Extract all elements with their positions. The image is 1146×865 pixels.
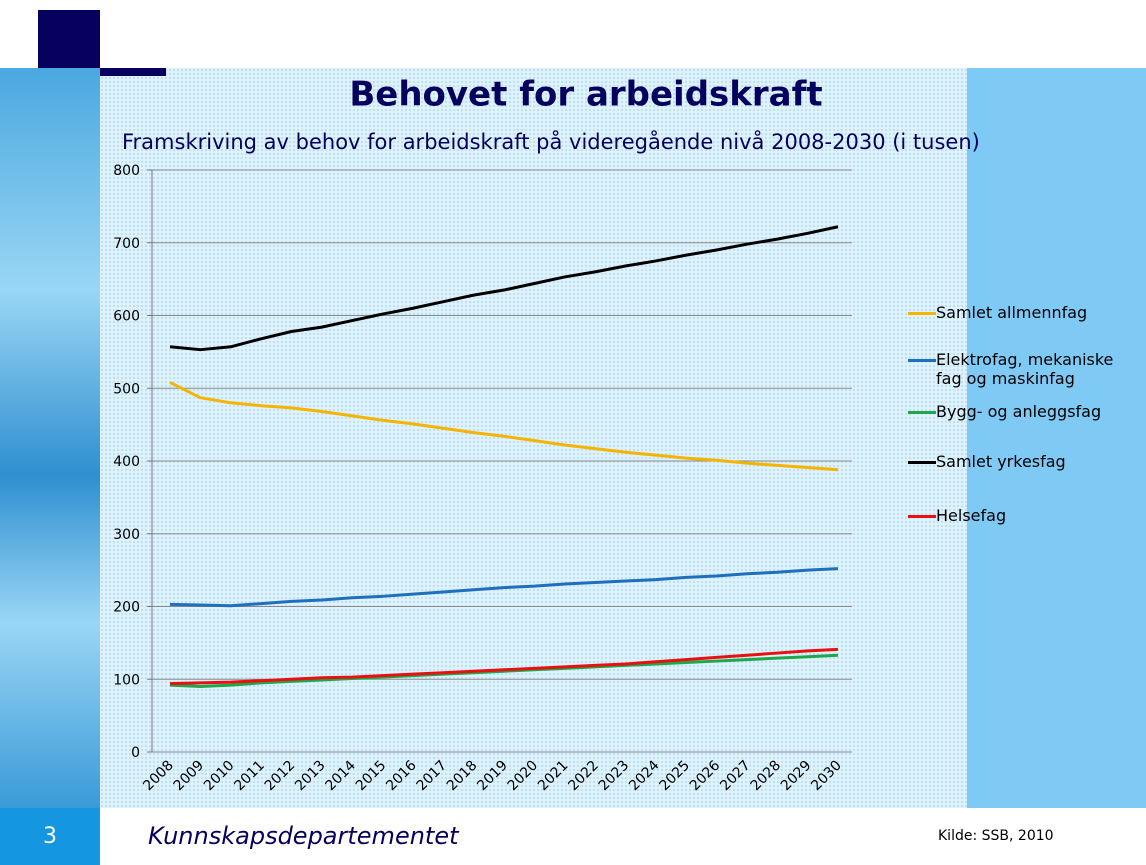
x-tick-label: 2029 <box>778 758 815 795</box>
x-tick-label: 2023 <box>596 758 633 795</box>
legend-label: Samlet yrkesfag <box>936 452 1066 471</box>
x-tick-label: 2019 <box>474 758 511 795</box>
x-tick-label: 2021 <box>535 758 572 795</box>
x-tick-label: 2015 <box>353 758 390 795</box>
legend-swatch <box>908 411 936 414</box>
x-tick-label: 2011 <box>231 758 268 795</box>
x-tick-label: 2027 <box>717 758 754 795</box>
legend-label: Bygg- og anleggsfag <box>936 402 1101 421</box>
legend-entry: Bygg- og anleggsfag <box>908 402 1143 421</box>
legend-swatch <box>908 359 936 362</box>
x-tick-label: 2008 <box>140 758 177 795</box>
x-tick-label: 2024 <box>626 757 663 794</box>
y-tick-label: 500 <box>113 381 140 397</box>
legend-entry: Helsefag <box>908 506 1143 525</box>
chart: Behovet for arbeidskraft Framskriving av… <box>0 0 1146 865</box>
legend-swatch <box>908 461 936 464</box>
series-line <box>170 649 838 683</box>
series-line <box>170 382 838 469</box>
y-tick-label: 800 <box>113 163 140 179</box>
legend-entry: Samlet yrkesfag <box>908 452 1143 471</box>
y-tick-label: 0 <box>131 745 140 761</box>
x-tick-label: 2020 <box>505 758 542 795</box>
series-line <box>170 227 838 350</box>
legend-swatch <box>908 515 936 518</box>
x-tick-label: 2009 <box>171 758 208 795</box>
x-tick-label: 2017 <box>414 758 451 795</box>
legend-entry: Elektrofag, mekaniske fag og maskinfag <box>908 350 1143 388</box>
series-line <box>170 569 838 606</box>
x-tick-label: 2025 <box>656 758 693 795</box>
x-tick-label: 2016 <box>383 757 420 794</box>
x-tick-label: 2014 <box>322 757 359 794</box>
x-tick-label: 2010 <box>201 758 238 795</box>
y-tick-label: 100 <box>113 672 140 688</box>
y-tick-label: 700 <box>113 236 140 252</box>
x-tick-label: 2030 <box>808 758 845 795</box>
x-tick-label: 2028 <box>748 758 785 795</box>
y-tick-label: 300 <box>113 527 140 543</box>
legend-entry: Samlet allmennfag <box>908 303 1143 322</box>
x-tick-label: 2026 <box>687 757 724 794</box>
legend-label: Elektrofag, mekaniske fag og maskinfag <box>936 350 1143 388</box>
y-tick-label: 600 <box>113 309 140 325</box>
slide: 3 Kunnskapsdepartementet Kilde: SSB, 201… <box>0 0 1146 865</box>
y-tick-label: 400 <box>113 454 140 470</box>
y-tick-label: 200 <box>113 600 140 616</box>
chart-subtitle: Framskriving av behov for arbeidskraft p… <box>122 129 980 154</box>
legend-swatch <box>908 312 936 315</box>
x-tick-label: 2012 <box>262 758 299 795</box>
x-tick-label: 2018 <box>444 758 481 795</box>
x-tick-label: 2022 <box>565 758 602 795</box>
legend-label: Samlet allmennfag <box>936 303 1087 322</box>
legend-label: Helsefag <box>936 506 1006 525</box>
x-tick-label: 2013 <box>292 758 329 795</box>
chart-title: Behovet for arbeidskraft <box>349 75 822 115</box>
